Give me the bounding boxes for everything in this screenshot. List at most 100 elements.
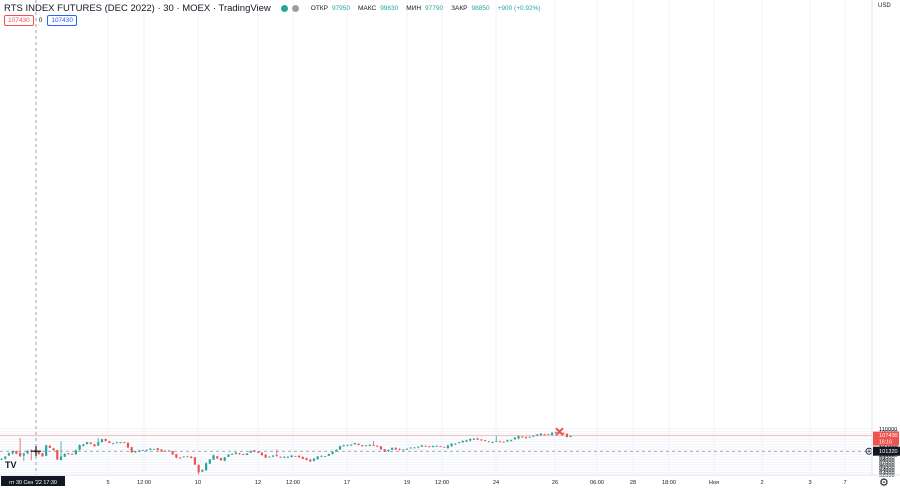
candle-body (428, 446, 431, 448)
currency-label[interactable]: USD (878, 3, 891, 9)
candle (316, 456, 319, 460)
candle (320, 455, 323, 457)
buy-button[interactable]: 107430 (47, 15, 78, 26)
time-tick-label: 28 (630, 480, 636, 486)
candle (420, 445, 423, 447)
candle-body (487, 441, 490, 443)
candle-body (89, 442, 92, 444)
candle (0, 458, 3, 461)
candle-body (547, 434, 550, 435)
candle-body (536, 434, 539, 436)
price-tick-label: 94000 (879, 468, 895, 474)
time-axis[interactable]: 5 12:00 10 12 12:00 17 19 12:00 24 26 06:00 28 18:00… (0, 474, 900, 486)
candle (152, 448, 156, 450)
gear-icon[interactable]: ⚙ (879, 477, 889, 489)
candle-body (156, 448, 159, 451)
candle (149, 448, 152, 450)
candle-body (279, 456, 282, 458)
candle-body (450, 443, 453, 447)
candle-body (286, 456, 290, 458)
candle-body (82, 444, 85, 446)
candle-body (539, 433, 542, 436)
candle-body (391, 447, 394, 450)
candle (498, 440, 502, 443)
candle (63, 453, 66, 457)
candle-body (100, 439, 104, 442)
candle (205, 462, 208, 471)
price-tick-label: 92000 (879, 473, 895, 479)
candle-body (15, 450, 18, 454)
candle (264, 454, 267, 459)
high-label: МАКС (358, 5, 377, 12)
candle-body (376, 445, 379, 447)
candle-body (290, 455, 293, 457)
candle-body (160, 449, 163, 452)
candle-body (145, 450, 148, 451)
candle (45, 444, 48, 457)
candle-body (446, 445, 449, 449)
candle-body (394, 447, 397, 450)
candle (15, 450, 18, 454)
time-tick-label: 10 (195, 480, 201, 486)
candle (364, 445, 368, 447)
candle (22, 452, 25, 461)
candle-body (424, 445, 427, 447)
candle (67, 453, 70, 455)
candle (115, 441, 118, 444)
time-tick-label: 7 (843, 480, 846, 486)
price-axis[interactable]: 9200093000940009500096000970009800099000… (871, 0, 900, 479)
candle (223, 456, 226, 462)
candle (4, 456, 7, 460)
candle (212, 454, 215, 460)
candle (71, 453, 74, 455)
candlestick-series (0, 431, 572, 475)
candle (431, 445, 435, 448)
candle-body (569, 435, 572, 437)
candle-body (123, 442, 126, 443)
candle-body (361, 445, 364, 447)
candle-body (45, 445, 48, 456)
candle (331, 451, 334, 455)
chart-overlays (0, 0, 873, 475)
candle (446, 444, 449, 449)
candle-body (238, 453, 241, 455)
sell-button[interactable]: 107430 (4, 15, 34, 26)
legend: RTS INDEX FUTURES (DEC 2022) · 30 · MOEX… (4, 3, 545, 14)
candle (510, 439, 513, 442)
price-tick-label: 97000 (879, 460, 895, 466)
candle (178, 456, 182, 459)
visibility-icon[interactable] (291, 5, 299, 12)
candle (260, 452, 263, 456)
candle-body (152, 448, 156, 450)
time-tick-label: Ноя (709, 480, 719, 486)
candle (231, 453, 234, 455)
candle-body (208, 459, 211, 464)
time-tick-label: 18:00 (662, 480, 676, 486)
candle-body (495, 441, 498, 442)
candle (405, 448, 409, 450)
candle-body (264, 454, 267, 458)
candle (145, 449, 148, 451)
candle-body (257, 451, 260, 453)
candle (286, 456, 290, 458)
candle (268, 456, 271, 458)
candle (245, 453, 249, 455)
tradingview-logo-icon[interactable]: TV (5, 460, 17, 470)
candle-body (223, 457, 226, 461)
candle-body (417, 446, 420, 448)
candle (126, 442, 130, 449)
candle-body (439, 446, 442, 448)
candle (338, 445, 342, 450)
candle (439, 445, 442, 448)
candle (372, 441, 375, 447)
candle-body (513, 437, 516, 440)
candle (379, 446, 383, 450)
price-tick-label: 96000 (879, 463, 895, 469)
crosshair-price-badge (873, 446, 900, 456)
candle-body (134, 451, 137, 453)
candle-body (469, 438, 472, 441)
candle (275, 449, 278, 457)
candle (484, 439, 487, 442)
candle (506, 439, 509, 443)
